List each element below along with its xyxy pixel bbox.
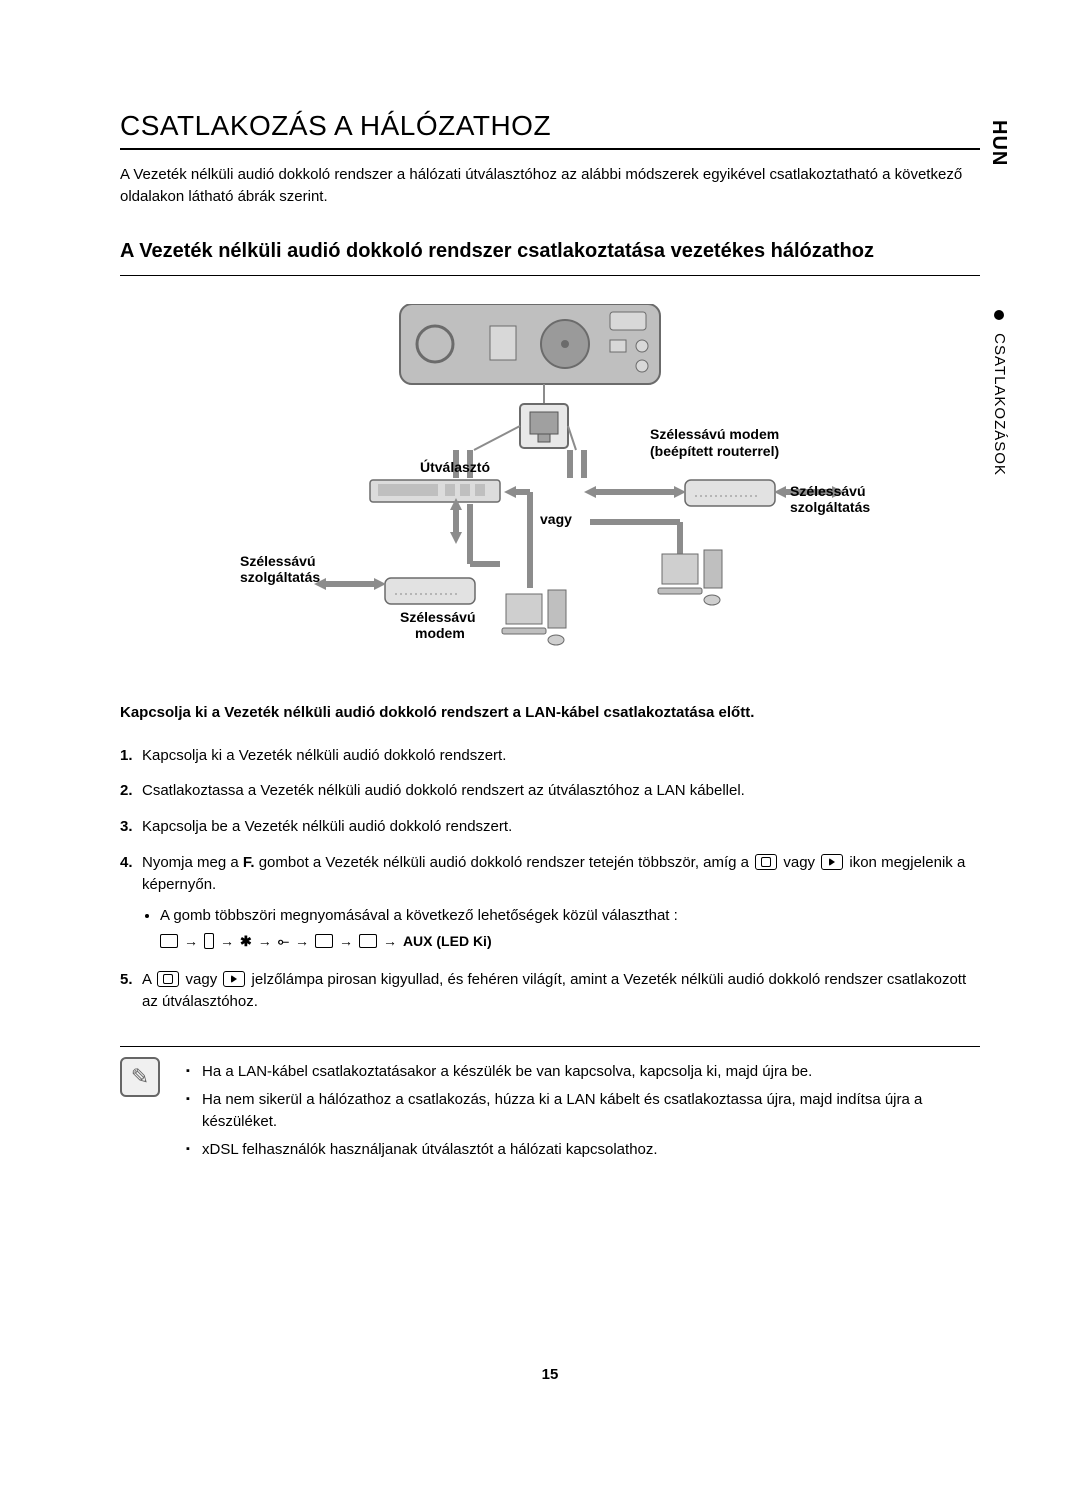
step-4-text-a: Nyomja meg a [142,854,243,871]
intro-paragraph: A Vezeték nélküli audió dokkoló rendszer… [120,164,980,208]
modem-router-icon [685,480,775,506]
pc-icon-left [502,590,566,645]
lan-port-icon [520,384,568,448]
note-pencil-icon [120,1057,160,1097]
side-lang-label: HUN [987,120,1010,166]
tv-icon [160,934,178,948]
step-4-bullet-text: A gomb többszöri megnyomásával a követke… [160,907,678,924]
step-4-text-c: gombot a Vezeték nélküli audió dokkoló r… [255,854,754,871]
side-section-text: CSATLAKOZÁSOK [991,333,1008,476]
modem-router-label-line1: Szélessávú modem [650,426,779,442]
note-2: Ha nem sikerül a hálózathoz a csatlakozá… [186,1089,980,1133]
tv-play-icon [821,854,843,870]
dock-device-icon [400,304,660,384]
tv-lan-icon [755,854,777,870]
step-4-key: F. [243,854,255,871]
mode-sequence: → → ✱→ ⟜→ → → AUX (LED Ki) [160,931,492,951]
step-5-text-c: jelzőlámpa pirosan kigyullad, és fehéren… [142,971,966,1010]
subsection-title: A Vezeték nélküli audió dokkoló rendszer… [120,238,980,276]
steps-list: Kapcsolja ki a Vezeték nélküli audió dok… [120,745,980,1013]
modem-icon [385,578,475,604]
step-2: Csatlakoztassa a Vezeték nélküli audió d… [120,780,980,802]
step-5: A vagy jelzőlámpa pirosan kigyullad, és … [120,969,980,1013]
tv-lan-small-icon [315,934,333,948]
bluetooth-icon: ✱ [240,931,252,951]
tv-play-icon-2 [223,971,245,987]
warning-line: Kapcsolja ki a Vezeték nélküli audió dok… [120,704,980,721]
note-divider [120,1046,980,1047]
note-list: Ha a LAN-kábel csatlakoztatásakor a kész… [186,1061,980,1166]
step-1: Kapcsolja ki a Vezeték nélküli audió dok… [120,745,980,767]
page-number: 15 [120,1366,980,1383]
step-5-text-a: A [142,971,155,988]
router-icon [370,480,500,502]
step-4-bullet: A gomb többszöri megnyomásával a követke… [160,905,980,955]
service-left-label-line2: szolgáltatás [240,569,320,585]
step-4: Nyomja meg a F. gombot a Vezeték nélküli… [120,852,980,955]
tv-lan-icon-2 [157,971,179,987]
tv-play-small-icon [359,934,377,948]
usb-icon: ⟜ [278,931,289,951]
pc-icon-right [658,550,722,605]
connection-diagram: Útválasztó Szélessávú modem (beépített r… [210,304,890,664]
bullet-icon [994,310,1004,320]
step-4-text-d: vagy [779,854,819,871]
step-3: Kapcsolja be a Vezeték nélküli audió dok… [120,816,980,838]
modem-label-line1: Szélessávú [400,609,476,625]
note-1: Ha a LAN-kábel csatlakoztatásakor a kész… [186,1061,980,1083]
step-5-text-b: vagy [181,971,221,988]
note-3: xDSL felhasználók használjanak útválaszt… [186,1139,980,1161]
service-left-label-line1: Szélessávú [240,553,316,569]
modem-router-label-line2: (beépített routerrel) [650,443,779,459]
page-title: CSATLAKOZÁS A HÁLÓZATHOZ [120,110,980,150]
service-right-label-line2: szolgáltatás [790,499,870,515]
side-section-label: CSATLAKOZÁSOK [991,310,1008,476]
seq-tail-text: AUX (LED Ki) [403,931,492,951]
modem-label-line2: modem [415,625,465,641]
router-label: Útválasztó [420,458,490,475]
or-label: vagy [540,511,572,527]
service-right-label-line1: Szélessávú [790,483,866,499]
note-block: Ha a LAN-kábel csatlakoztatásakor a kész… [120,1057,980,1166]
mobile-icon [204,933,214,949]
